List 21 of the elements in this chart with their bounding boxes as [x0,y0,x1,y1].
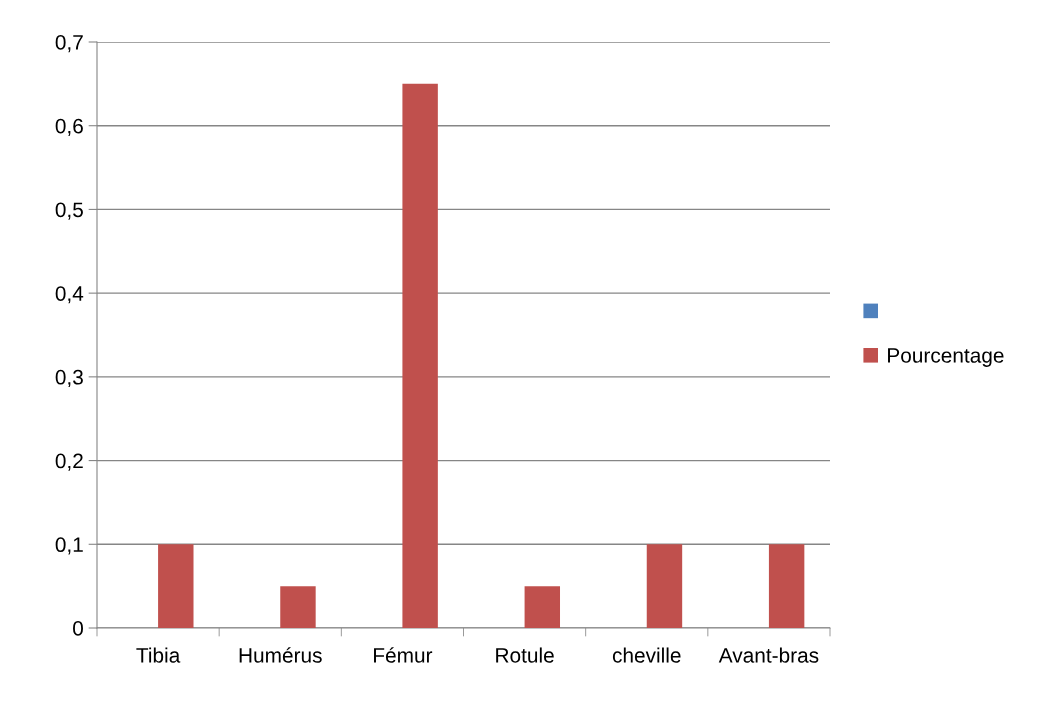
x-tick-label: Avant-bras [718,647,819,663]
bar [158,544,194,628]
x-tick-label: Tibia [136,647,181,663]
y-tick-label: 0,3 [55,369,83,388]
y-tick-label: 0,5 [55,202,83,220]
x-tick-label: Humérus [239,647,322,663]
y-tick-label: 0,7 [55,35,83,53]
bar [524,586,561,628]
y-tick-label: 0,2 [55,453,83,471]
bar [402,83,438,628]
bar [768,544,805,628]
y-tick-label: 0,6 [55,118,83,136]
y-tick-label: 0,1 [55,537,83,555]
y-tick-label: 0 [73,621,83,636]
y-tick-label: 0,4 [55,286,84,304]
bar [646,544,683,628]
x-tick-label: Fémur [374,647,433,663]
x-tick-label: Rotule [496,647,554,663]
x-tick-label: cheville [612,647,681,663]
legend-label: Pourcentage [888,348,1004,367]
bar [280,586,316,628]
